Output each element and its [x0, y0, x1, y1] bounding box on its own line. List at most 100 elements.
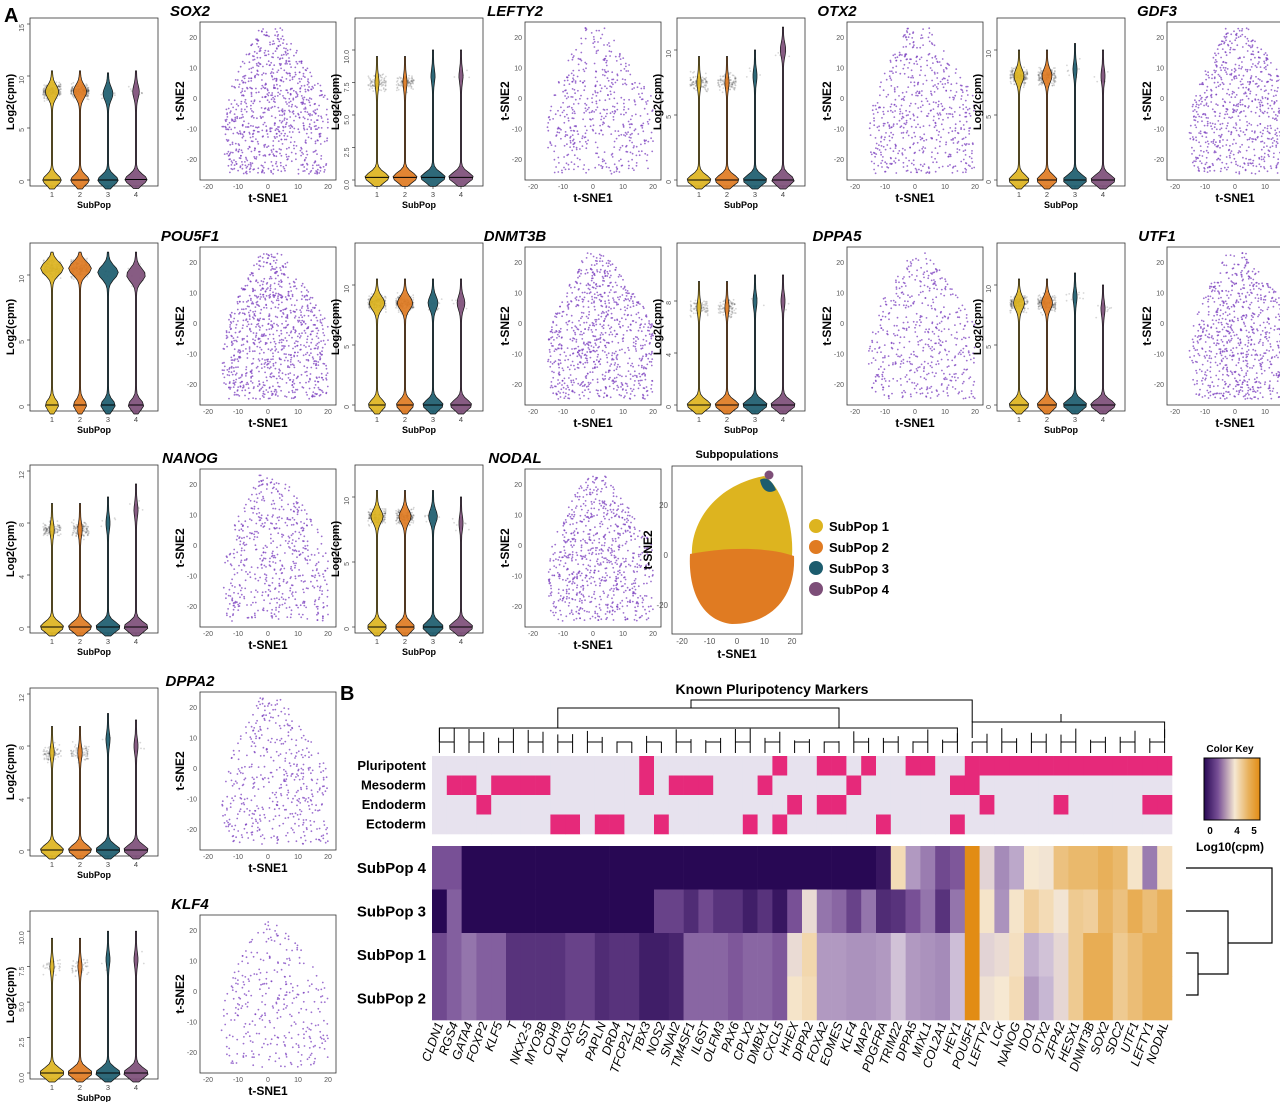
tsne-point — [574, 142, 576, 144]
tsne-ylabel: t-SNE2 — [498, 81, 512, 121]
tsne-point — [316, 333, 318, 335]
tsne-point — [251, 43, 253, 45]
tsne-point — [320, 85, 322, 87]
tsne-point — [1241, 28, 1243, 30]
tsne-point — [276, 47, 278, 49]
tsne-point — [266, 31, 268, 33]
tsne-point — [265, 107, 267, 109]
jitter-point — [128, 86, 130, 88]
tsne-point — [237, 320, 239, 322]
tsne-point — [285, 51, 287, 53]
tsne-point — [307, 119, 309, 121]
tsne-point — [1269, 133, 1271, 135]
tsne-point — [610, 112, 612, 114]
tsne-point — [240, 133, 242, 135]
y-tick-label: 5.0 — [344, 115, 351, 125]
tsne-point — [274, 122, 276, 124]
tsne-point — [1271, 79, 1273, 81]
tsne-point — [1206, 102, 1208, 104]
tsne-point — [275, 306, 277, 308]
tsne-point — [1198, 116, 1200, 118]
tsne-point — [247, 321, 249, 323]
tsne-point — [923, 125, 925, 127]
tsne-point — [1222, 139, 1224, 141]
tsne-point — [273, 169, 275, 171]
tsne-point — [236, 132, 238, 134]
tsne-point — [594, 46, 596, 48]
tsne-point — [314, 109, 316, 111]
tsne-point — [937, 72, 939, 74]
tsne-point — [891, 103, 893, 105]
tsne-point — [1240, 111, 1242, 113]
tsne-point — [1248, 146, 1250, 148]
tsne-point — [912, 113, 914, 115]
tsne-point — [629, 127, 631, 129]
jitter-point — [720, 78, 722, 80]
tsne-point — [1252, 44, 1254, 46]
tsne-point — [283, 127, 285, 129]
jitter-point — [86, 258, 88, 260]
tsne-point — [297, 63, 299, 65]
tsne-point — [911, 37, 913, 39]
jitter-point — [1011, 67, 1013, 69]
jitter-point — [42, 94, 44, 96]
tsne-point — [915, 60, 917, 62]
tsne-point — [908, 36, 910, 38]
tsne-point — [277, 95, 279, 97]
tsne-point — [1274, 90, 1276, 92]
tsne-point — [916, 172, 918, 174]
tsne-point — [1261, 149, 1263, 151]
tsne-point — [592, 118, 594, 120]
tsne-point — [627, 131, 629, 133]
tsne-point — [1257, 47, 1259, 49]
tsne-point — [1229, 145, 1231, 147]
tsne-point — [1237, 152, 1239, 154]
tsne-point — [934, 122, 936, 124]
tsne-point — [892, 72, 894, 74]
tsne-point — [286, 63, 288, 65]
tsne-point — [277, 295, 279, 297]
tsne-point — [1220, 67, 1222, 69]
tsne-point — [1192, 106, 1194, 108]
tsne-point — [596, 52, 598, 54]
tsne-x-tick-label: 0 — [591, 184, 595, 191]
tsne-point — [617, 130, 619, 132]
tsne-point — [1213, 139, 1215, 141]
tsne-point — [599, 99, 601, 101]
tsne-point — [1241, 34, 1243, 36]
tsne-point — [264, 55, 266, 57]
tsne-point — [1276, 119, 1278, 121]
tsne-point — [931, 34, 933, 36]
tsne-y-tick-label: -20 — [512, 157, 522, 164]
tsne-point — [612, 106, 614, 108]
tsne-point — [644, 139, 646, 141]
tsne-point — [1237, 105, 1239, 107]
tsne-point — [568, 74, 570, 76]
tsne-point — [264, 144, 266, 146]
tsne-point — [282, 35, 284, 37]
tsne-point — [647, 154, 649, 156]
tsne-point — [568, 60, 570, 62]
tsne-point — [247, 148, 249, 150]
jitter-point — [1054, 70, 1056, 72]
tsne-point — [260, 309, 262, 311]
jitter-point — [706, 90, 708, 92]
tsne-point — [891, 126, 893, 128]
jitter-point — [396, 87, 398, 89]
tsne-point — [967, 109, 969, 111]
tsne-point — [312, 391, 314, 393]
tsne-point — [936, 77, 938, 79]
tsne-point — [278, 140, 280, 142]
tsne-point — [1215, 141, 1217, 143]
tsne-point — [1211, 78, 1213, 80]
tsne-point — [309, 126, 311, 128]
tsne-point — [594, 63, 596, 65]
tsne-point — [230, 168, 232, 170]
tsne-point — [610, 170, 612, 172]
violin-shape — [98, 252, 119, 414]
tsne-point — [1229, 40, 1231, 42]
tsne-point — [1229, 155, 1231, 157]
tsne-point — [1250, 124, 1252, 126]
x-tick-label: 3 — [431, 190, 435, 199]
tsne-point — [875, 137, 877, 139]
